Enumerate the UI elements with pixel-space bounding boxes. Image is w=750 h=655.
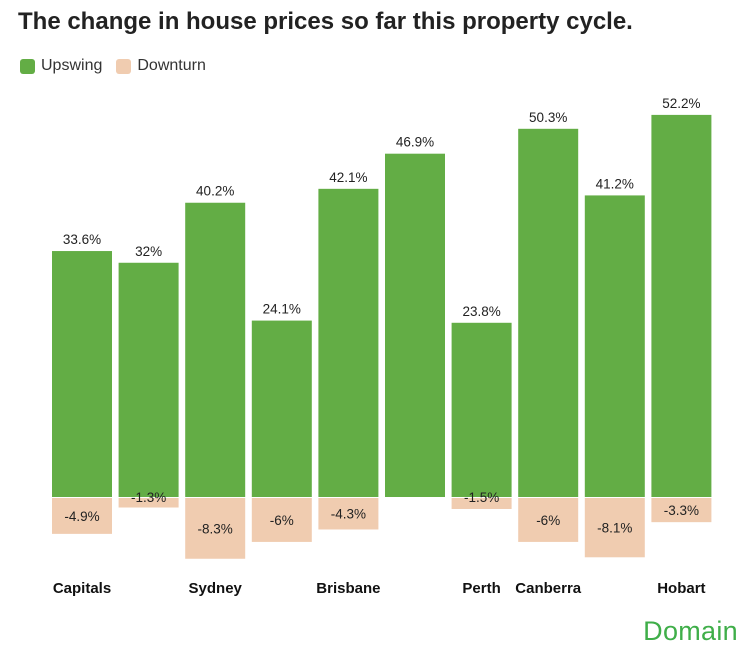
category-label-perth: Perth: [462, 580, 500, 597]
bar-upswing-melbourne: [118, 262, 179, 497]
bar-upswing-capitals: [52, 251, 112, 497]
legend-swatch-downturn: [116, 58, 132, 74]
data-label-upswing-brisbane: 42.1%: [329, 170, 367, 185]
data-label-upswing-melbourne: 32%: [135, 244, 162, 259]
bar-upswing-canberra: [518, 128, 579, 497]
data-label-upswing-melbourne-2: 41.2%: [596, 176, 634, 191]
data-label-upswing-adelaide: 24.1%: [263, 302, 301, 317]
bar-upswing-perth: [451, 322, 512, 497]
bar-downturn-canberra: [518, 498, 579, 542]
data-label-upswing-perth: 23.8%: [462, 304, 500, 319]
data-label-downturn-hobart: -3.3%: [664, 503, 699, 518]
bar-downturn-sydney: [185, 498, 246, 559]
category-label-sydney: Sydney: [189, 580, 243, 597]
chart-title: The change in house prices so far this p…: [18, 8, 633, 35]
data-label-upswing-capitals: 33.6%: [63, 232, 101, 247]
data-label-downturn-perth: -1.5%: [464, 490, 499, 505]
bar-upswing-brisbane: [318, 188, 379, 497]
domain-logo: Domain: [643, 616, 738, 646]
legend-label-upswing: Upswing: [41, 57, 103, 74]
bar-upswing-hobart: [651, 114, 712, 497]
data-label-downturn-sydney: -8.3%: [198, 521, 233, 536]
legend-swatch-upswing: [20, 58, 35, 74]
bar-downturn-brisbane: [318, 498, 379, 530]
legend-item-upswing: Upswing: [20, 57, 102, 75]
bar-downturn-melbourne-2: [584, 498, 645, 558]
bar-upswing-darwin: [385, 153, 445, 497]
bar-upswing-sydney: [185, 202, 246, 497]
bar-downturn-perth: [451, 498, 512, 509]
category-label-canberra: Canberra: [515, 580, 582, 597]
legend-item-downturn: Downturn: [116, 57, 206, 75]
data-label-downturn-melbourne: -1.3%: [131, 490, 166, 505]
data-label-upswing-hobart: 52.2%: [662, 96, 700, 111]
category-label-hobart: Hobart: [657, 580, 705, 597]
bar-downturn-melbourne: [118, 498, 179, 508]
bar-downturn-capitals: [52, 498, 112, 534]
category-label-capitals: Capitals: [53, 580, 111, 597]
legend-label-downturn: Downturn: [137, 57, 206, 74]
data-label-downturn-capitals: -4.9%: [64, 509, 99, 524]
bar-downturn-adelaide: [251, 498, 312, 542]
data-label-upswing-darwin: 46.9%: [396, 135, 434, 150]
category-label-brisbane: Brisbane: [316, 580, 380, 597]
bar-downturn-hobart: [651, 498, 712, 523]
data-label-upswing-sydney: 40.2%: [196, 184, 234, 199]
data-label-downturn-melbourne-2: -8.1%: [597, 521, 632, 536]
bar-upswing-melbourne-2: [584, 195, 645, 497]
data-label-downturn-canberra: -6%: [536, 513, 560, 528]
data-label-downturn-brisbane: -4.3%: [331, 507, 366, 522]
bar-upswing-adelaide: [251, 320, 312, 497]
data-label-upswing-canberra: 50.3%: [529, 110, 567, 125]
legend: Upswing Downturn: [20, 57, 220, 75]
data-label-downturn-adelaide: -6%: [270, 513, 294, 528]
